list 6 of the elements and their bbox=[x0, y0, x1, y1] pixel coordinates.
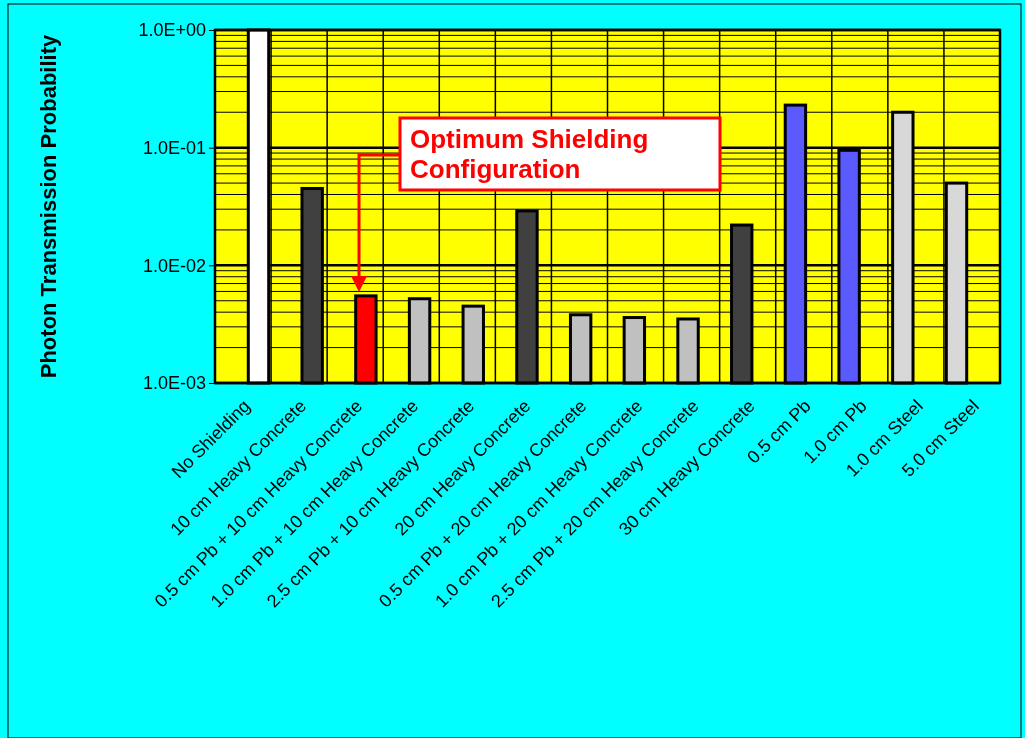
y-axis-title: Photon Transmission Probability bbox=[36, 33, 61, 379]
y-tick-label: 1.0E-03 bbox=[142, 373, 206, 394]
y-tick-label: 1.0E+00 bbox=[138, 20, 206, 41]
y-tick-label: 1.0E-02 bbox=[142, 255, 206, 276]
y-tick-label: 1.0E-01 bbox=[142, 137, 206, 158]
annotation: Optimum Shielding Configuration bbox=[410, 124, 649, 184]
